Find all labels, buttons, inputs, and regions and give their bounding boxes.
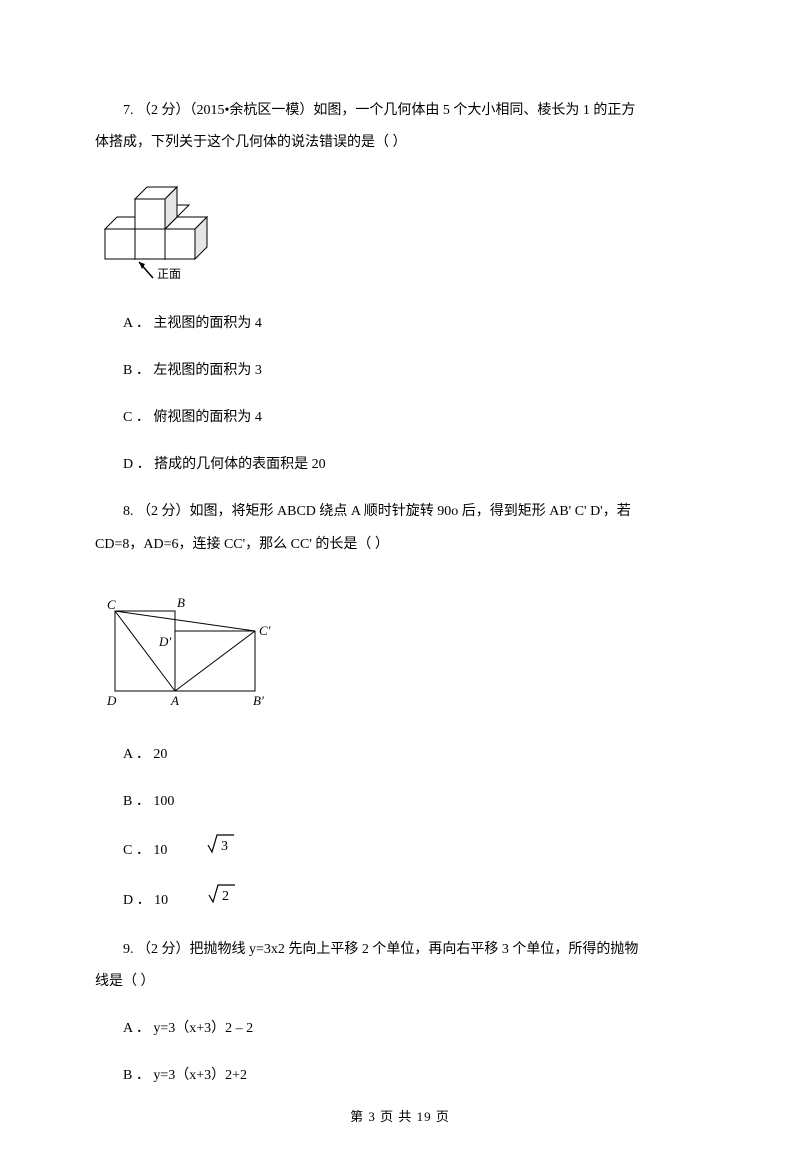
q8-option-a: A ． 20	[95, 739, 705, 771]
q7-stem-line1: 7. （2 分）（2015•余杭区一模）如图，一个几何体由 5 个大小相同、棱长…	[95, 95, 705, 127]
q8-option-c-prefix: C ． 10	[123, 843, 171, 858]
page-footer: 第 3 页 共 19 页	[95, 1102, 705, 1132]
label-b: B	[177, 595, 185, 610]
label-b-prime: B'	[253, 693, 264, 708]
q8-option-b: B ． 100	[95, 786, 705, 818]
radicand-2: 2	[222, 889, 229, 904]
q8-option-d-prefix: D ． 10	[123, 893, 172, 908]
label-c: C	[107, 597, 116, 612]
radicand-3: 3	[221, 839, 228, 854]
rotation-diagram: C B D' C' D A B'	[95, 571, 335, 711]
q7-option-d: D ． 搭成的几何体的表面积是 20	[95, 449, 705, 481]
sqrt-icon: 3	[179, 833, 235, 868]
question-9: 9. （2 分）把抛物线 y=3x2 先向上平移 2 个单位，再向右平移 3 个…	[95, 934, 705, 1093]
label-c-prime: C'	[259, 623, 271, 638]
q9-option-a: A ． y=3（x+3）2 – 2	[95, 1013, 705, 1045]
sqrt-icon: 2	[180, 883, 236, 918]
q9-stem-line2: 线是（ ）	[95, 966, 705, 998]
q7-option-a: A ． 主视图的面积为 4	[95, 308, 705, 340]
q8-figure: C B D' C' D A B'	[95, 571, 705, 724]
q9-stem-line1: 9. （2 分）把抛物线 y=3x2 先向上平移 2 个单位，再向右平移 3 个…	[95, 934, 705, 966]
q9-option-b: B ． y=3（x+3）2+2	[95, 1060, 705, 1092]
q7-stem-line2: 体搭成，下列关于这个几何体的说法错误的是（ ）	[95, 127, 705, 159]
front-label: 正面	[157, 267, 181, 279]
q7-option-c: C ． 俯视图的面积为 4	[95, 402, 705, 434]
cubes-diagram: 正面	[95, 169, 265, 279]
q7-figure: 正面	[95, 169, 705, 292]
label-d: D	[106, 693, 117, 708]
q7-option-b: B ． 左视图的面积为 3	[95, 355, 705, 387]
question-7: 7. （2 分）（2015•余杭区一模）如图，一个几何体由 5 个大小相同、棱长…	[95, 95, 705, 481]
label-a: A	[170, 693, 179, 708]
q8-option-c: C ． 10 3	[95, 833, 705, 868]
question-8: 8. （2 分）如图，将矩形 ABCD 绕点 A 顺时针旋转 90o 后，得到矩…	[95, 496, 705, 918]
q8-option-d: D ． 10 2	[95, 883, 705, 918]
q8-stem-line1: 8. （2 分）如图，将矩形 ABCD 绕点 A 顺时针旋转 90o 后，得到矩…	[95, 496, 705, 528]
label-d-prime: D'	[158, 634, 171, 649]
q8-stem-line2: CD=8，AD=6，连接 CC'，那么 CC' 的长是（ ）	[95, 529, 705, 561]
page-content: 7. （2 分）（2015•余杭区一模）如图，一个几何体由 5 个大小相同、棱长…	[0, 0, 800, 1172]
